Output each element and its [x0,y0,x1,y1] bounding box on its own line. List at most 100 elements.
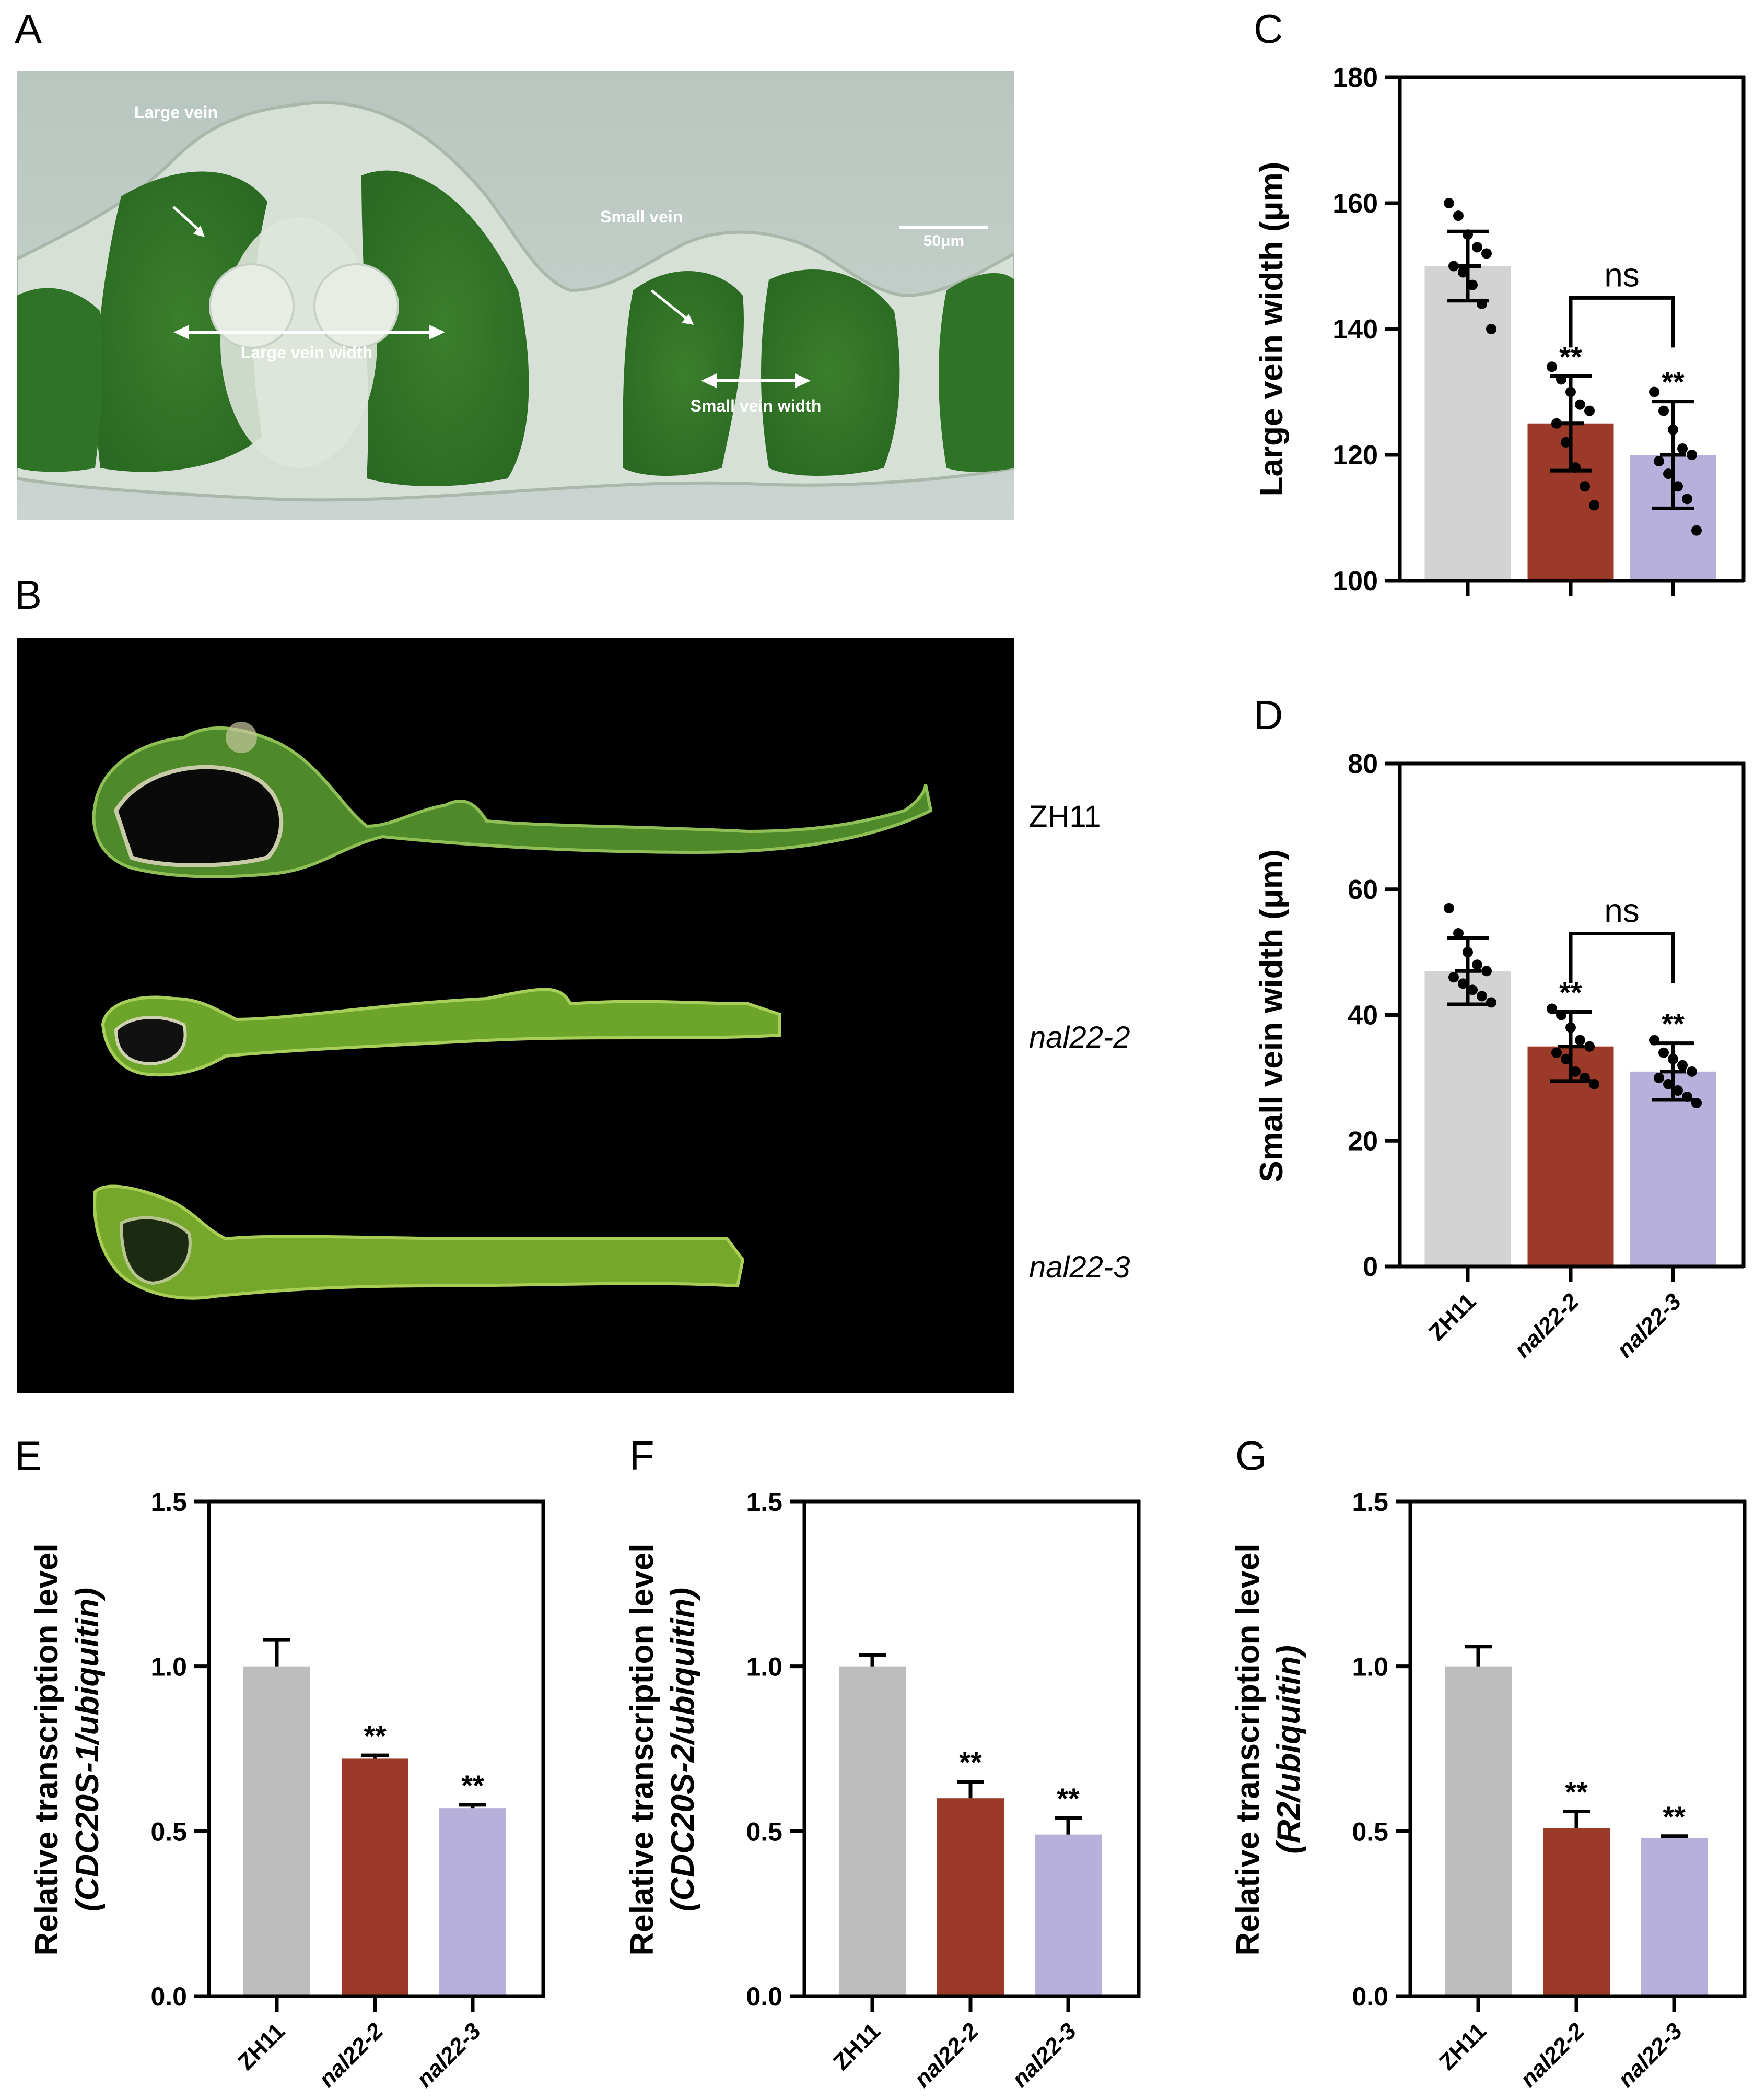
data-point [1481,248,1492,259]
data-point [1458,978,1468,989]
significance-label: ** [364,1719,387,1752]
bar-nal22-2 [342,1758,408,1996]
significance-label: ** [1565,1775,1588,1808]
x-tick-label-nal22-3: nal22-3 [1612,1288,1686,1363]
data-point [1691,525,1702,536]
y-tick-label: 0.5 [150,1817,187,1846]
data-point [1561,1053,1571,1064]
y-tick-label: 40 [1348,1001,1378,1031]
data-point [1448,261,1459,272]
chart-f: ** ** 0.0 0.5 1.0 1.5 ZH11 nal22-2 nal22-3 Relati… [624,1487,1141,2092]
data-point [1677,1060,1688,1071]
bar-zh11 [1424,971,1511,1266]
data-point [1658,1047,1669,1058]
y-axis-label-line2: (R2/ubiquitin) [1271,1645,1307,1853]
chart-e: ** ** 0.0 0.5 1.0 1.5 ZH11 nal22-2 nal22-3 Relati… [29,1487,545,2092]
data-point [1551,418,1562,429]
leaf-section-micrographs [17,638,1014,1393]
data-point [1589,500,1599,511]
bar-nal22-2 [937,1798,1004,1996]
x-tick-label-nal22-3: nal22-3 [1007,2018,1081,2092]
x-tick-label-nal22-3: nal22-3 [1613,2018,1687,2092]
significance-label: ** [1662,1007,1685,1040]
y-tick-label: 80 [1348,749,1378,779]
y-tick-label: 0 [1363,1252,1378,1282]
data-point [1551,1047,1562,1058]
y-tick-label: 100 [1332,566,1378,596]
significance-label: ** [1663,1800,1686,1833]
significance-label: ** [1662,366,1685,398]
x-tick-label-zh11: ZH11 [1434,2018,1491,2075]
micrograph-illustration: Large vein Small vein Large vein width S… [17,71,1014,520]
y-tick-label: 0.5 [746,1817,782,1846]
data-point [1486,324,1496,334]
bar-zh11 [839,1666,906,1996]
data-point [1481,966,1492,977]
chart-g: ** ** 0.0 0.5 1.0 1.5 ZH11 nal22-2 nal22-3 Relati… [1230,1487,1747,2092]
data-point [1687,1066,1697,1077]
x-tick-label-nal22-2: nal22-2 [1510,1288,1584,1363]
x-tick-label-nal22-2: nal22-2 [909,2018,984,2092]
x-tick-label-nal22-2: nal22-2 [314,2018,388,2092]
comparison-bracket [1569,931,1675,983]
y-tick-label: 1.5 [150,1487,187,1517]
y-axis-label: Large vein width (μm) [1254,162,1290,497]
y-tick-label: 0.0 [746,1982,782,2011]
y-tick-label: 1.0 [746,1652,782,1682]
x-tick-label-nal22-2: nal22-2 [1515,2018,1589,2092]
large-vein-annotation: Large vein [134,103,218,122]
bar-nal22-2 [1543,1828,1610,1996]
significance-label: ** [1057,1782,1080,1815]
data-point [1458,267,1468,278]
y-tick-label: 1.5 [1352,1487,1388,1517]
y-tick-label: 140 [1332,314,1378,345]
scale-bar-label: 50μm [923,232,964,250]
leaf-sections-illustration [92,722,933,1300]
x-tick-label-nal22-3: nal22-3 [412,2018,486,2092]
data-point [1677,443,1688,454]
bar-nal22-3 [1641,1837,1708,1996]
data-point [1467,984,1478,995]
data-point [1477,991,1487,1002]
data-point [1682,494,1692,505]
data-point [1649,386,1659,397]
comparison-label: ns [1604,256,1640,294]
significance-label: ** [461,1769,484,1802]
significance-label: ** [959,1746,982,1779]
y-axis-label: Small vein width (μm) [1254,849,1290,1182]
data-point [1687,450,1697,460]
panel-letter-b: B [15,572,42,618]
data-point [1673,1085,1683,1096]
y-tick-label: 0.5 [1352,1817,1388,1846]
small-vein-annotation: Small vein [600,207,683,226]
x-tick-label-zh11: ZH11 [1424,1288,1481,1345]
y-axis-label-line1: Relative transcription level [29,1543,65,1955]
bar-nal22-3 [439,1808,506,1996]
panel-letter-a: A [15,6,42,52]
data-point [1472,959,1482,970]
x-tick-label-zh11: ZH11 [828,2018,885,2075]
y-axis-label-line2: (CDC20S-2/ubiquitin) [665,1588,701,1911]
data-point [1448,972,1459,983]
y-axis-label-line1: Relative transcription level [1230,1543,1266,1955]
small-vein-width-annotation: Small vein width [691,396,822,415]
micrograph-cross-section: Large vein Small vein Large vein width S… [17,71,1014,520]
y-tick-label: 0.0 [150,1982,187,2011]
comparison-label: ns [1604,891,1640,929]
data-point [1561,437,1571,448]
large-vein-width-annotation: Large vein width [241,343,372,362]
y-tick-label: 160 [1332,189,1378,219]
bar-zh11 [243,1666,310,1996]
y-tick-label: 1.0 [150,1652,187,1682]
panel-letter-c: C [1254,6,1283,52]
data-point [1584,1041,1595,1052]
data-point [1654,1072,1664,1083]
y-tick-label: 120 [1332,440,1378,471]
y-tick-label: 1.5 [746,1487,782,1517]
y-tick-label: 0.0 [1352,1982,1388,2011]
data-point [1584,405,1595,416]
genotype-label-nal22-3: nal22-3 [1029,1250,1130,1284]
data-point [1453,210,1464,221]
